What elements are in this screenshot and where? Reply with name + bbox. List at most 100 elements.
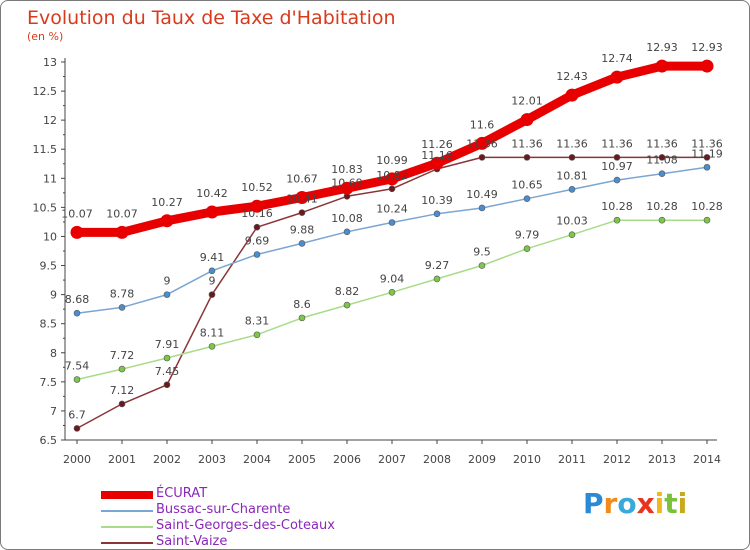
data-label: 11.6 <box>470 118 495 131</box>
data-label: 10.07 <box>61 207 93 220</box>
y-tick-label: 10 <box>43 230 57 243</box>
data-label: 9.69 <box>245 234 270 247</box>
y-tick-label: 8 <box>50 347 57 360</box>
data-label: 10.08 <box>331 212 363 225</box>
legend-label: ÉCURAT <box>156 486 208 501</box>
data-label: 8.11 <box>200 326 225 339</box>
data-label: 9.27 <box>425 259 450 272</box>
data-label: 10.82 <box>376 169 408 182</box>
legend-swatch <box>101 491 153 499</box>
data-point <box>523 245 531 252</box>
data-point <box>523 195 531 202</box>
x-tick-label: 2014 <box>693 453 721 466</box>
data-label: 9.5 <box>473 246 491 259</box>
data-label: 10.97 <box>601 160 633 173</box>
data-label: 11.16 <box>421 149 453 162</box>
data-point <box>388 288 396 296</box>
data-point <box>160 214 174 228</box>
data-point <box>700 59 714 73</box>
x-tick-label: 2007 <box>378 453 406 466</box>
data-label: 9.88 <box>290 223 315 236</box>
data-label: 8.31 <box>245 315 270 328</box>
logo-letter: i <box>677 487 688 520</box>
data-point <box>655 59 669 73</box>
data-label: 9.41 <box>200 251 225 264</box>
data-point <box>163 291 171 298</box>
data-label: 9 <box>209 275 216 288</box>
data-label: 10.07 <box>106 207 138 220</box>
data-point <box>118 365 126 373</box>
y-tick-label: 9 <box>50 289 57 302</box>
data-label: 10.69 <box>331 176 363 189</box>
data-point <box>703 216 711 224</box>
x-tick-label: 2008 <box>423 453 451 466</box>
data-label: 11.26 <box>421 138 453 151</box>
x-tick-label: 2002 <box>153 453 181 466</box>
data-point <box>163 354 171 362</box>
data-label: 10.42 <box>196 187 228 200</box>
data-label: 9.79 <box>515 229 540 242</box>
data-point <box>340 181 354 195</box>
chart-axes: 6.5 7 7.5 8 8.5 9 9.5 10 10.5 11 11.5 12 12.5 13 2000 2… <box>33 56 722 466</box>
data-point <box>658 154 666 161</box>
logo-letter: t <box>664 487 678 520</box>
logo-letter: r <box>603 487 618 520</box>
data-label: 12.74 <box>601 52 633 65</box>
data-point <box>433 275 441 283</box>
data-point <box>478 262 486 269</box>
data-label: 11.19 <box>691 147 723 160</box>
logo-letter: o <box>617 487 637 520</box>
legend-label: Saint-Vaize <box>156 534 228 549</box>
data-point <box>295 190 309 204</box>
data-point <box>205 205 219 219</box>
data-point <box>568 154 576 161</box>
legend-label: Saint-Georges-des-Coteaux <box>156 518 335 533</box>
data-point <box>115 225 129 239</box>
data-point <box>658 216 666 224</box>
data-label: 8.82 <box>335 285 360 298</box>
data-label: 10.28 <box>601 200 633 213</box>
data-point <box>208 267 216 275</box>
series-2 <box>73 216 711 383</box>
data-label: 10.67 <box>286 172 318 185</box>
data-point <box>568 231 576 239</box>
data-label: 7.91 <box>155 338 180 351</box>
y-tick-label: 9.5 <box>40 260 58 273</box>
x-tick-label: 2004 <box>243 453 271 466</box>
data-label: 11.36 <box>556 137 588 150</box>
data-point <box>73 376 81 383</box>
data-point <box>475 136 489 150</box>
x-tick-label: 2012 <box>603 453 631 466</box>
data-label: 10.41 <box>286 193 318 206</box>
y-tick-label: 7 <box>50 405 57 418</box>
data-point <box>118 400 126 408</box>
data-point <box>73 425 81 432</box>
data-label: 10.81 <box>556 169 588 182</box>
data-label: 11.36 <box>691 137 723 150</box>
data-label: 11.36 <box>601 137 633 150</box>
data-point <box>250 199 264 213</box>
series-layer <box>70 59 714 432</box>
data-label: 11.36 <box>646 137 678 150</box>
series-1 <box>73 163 711 317</box>
data-label: 12.93 <box>691 41 723 54</box>
data-label: 9.04 <box>380 272 405 285</box>
data-label: 7.72 <box>110 349 135 362</box>
data-label: 7.12 <box>110 384 135 397</box>
x-tick-label: 2009 <box>468 453 496 466</box>
data-point <box>613 176 621 184</box>
series-0 <box>70 59 714 239</box>
data-label: 8.68 <box>65 293 90 306</box>
data-point <box>73 309 81 317</box>
x-tick-label: 2006 <box>333 453 361 466</box>
data-point <box>253 223 261 231</box>
data-label: 10.83 <box>331 163 363 176</box>
data-point <box>568 186 576 193</box>
data-point <box>253 331 261 339</box>
data-point <box>385 172 399 186</box>
data-labels-layer: 10.07 10.07 10.27 10.42 10.52 10.67 10.83 10.99… <box>61 41 723 421</box>
data-point <box>343 228 351 236</box>
data-point <box>478 204 486 212</box>
x-tick-label: 2001 <box>108 453 136 466</box>
